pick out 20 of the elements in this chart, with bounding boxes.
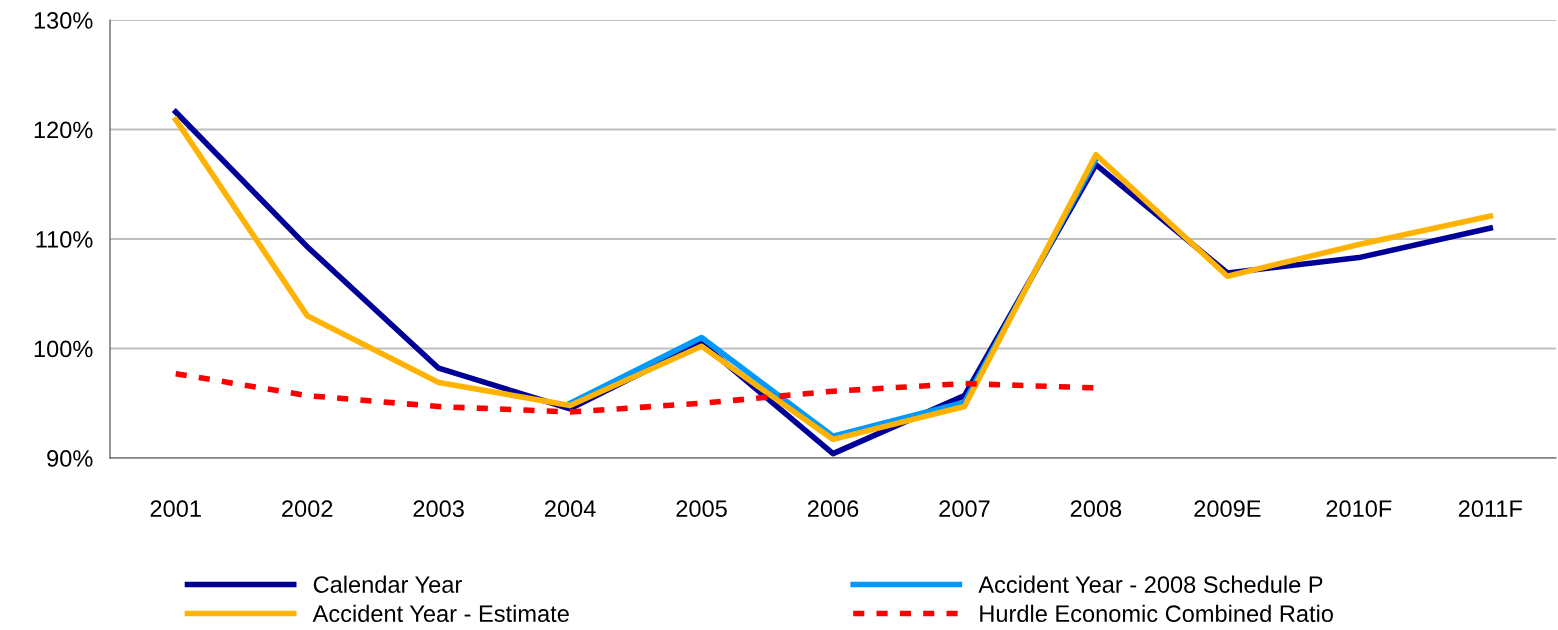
legend-label: Hurdle Economic Combined Ratio [980,604,1333,623]
legend-label: Accident Year - 2008 Schedule P [978,575,1323,593]
y-tick-label: 90% [47,450,93,467]
x-tick-label: 2009E [1194,500,1261,518]
y-tick-label: 130% [34,12,93,29]
x-tick-label: 2001 [150,500,201,518]
x-tick-label: 2010F [1326,500,1392,518]
x-tick-label: 2005 [676,500,727,518]
y-tick-label: 120% [34,121,93,139]
x-tick-label: 2008 [1070,500,1122,518]
legend-label: Accident Year - Estimate [312,604,569,623]
x-tick-label: 2011F [1458,500,1522,518]
x-tick-label: 2004 [545,500,596,518]
legend-label: Calendar Year [313,575,462,593]
y-tick-label: 110% [36,231,93,248]
x-tick-label: 2007 [939,500,990,518]
x-tick-label: 2006 [807,500,859,518]
x-tick-label: 2003 [413,500,464,518]
y-tick-label: 100% [34,340,93,358]
x-tick-label: 2002 [282,500,333,518]
